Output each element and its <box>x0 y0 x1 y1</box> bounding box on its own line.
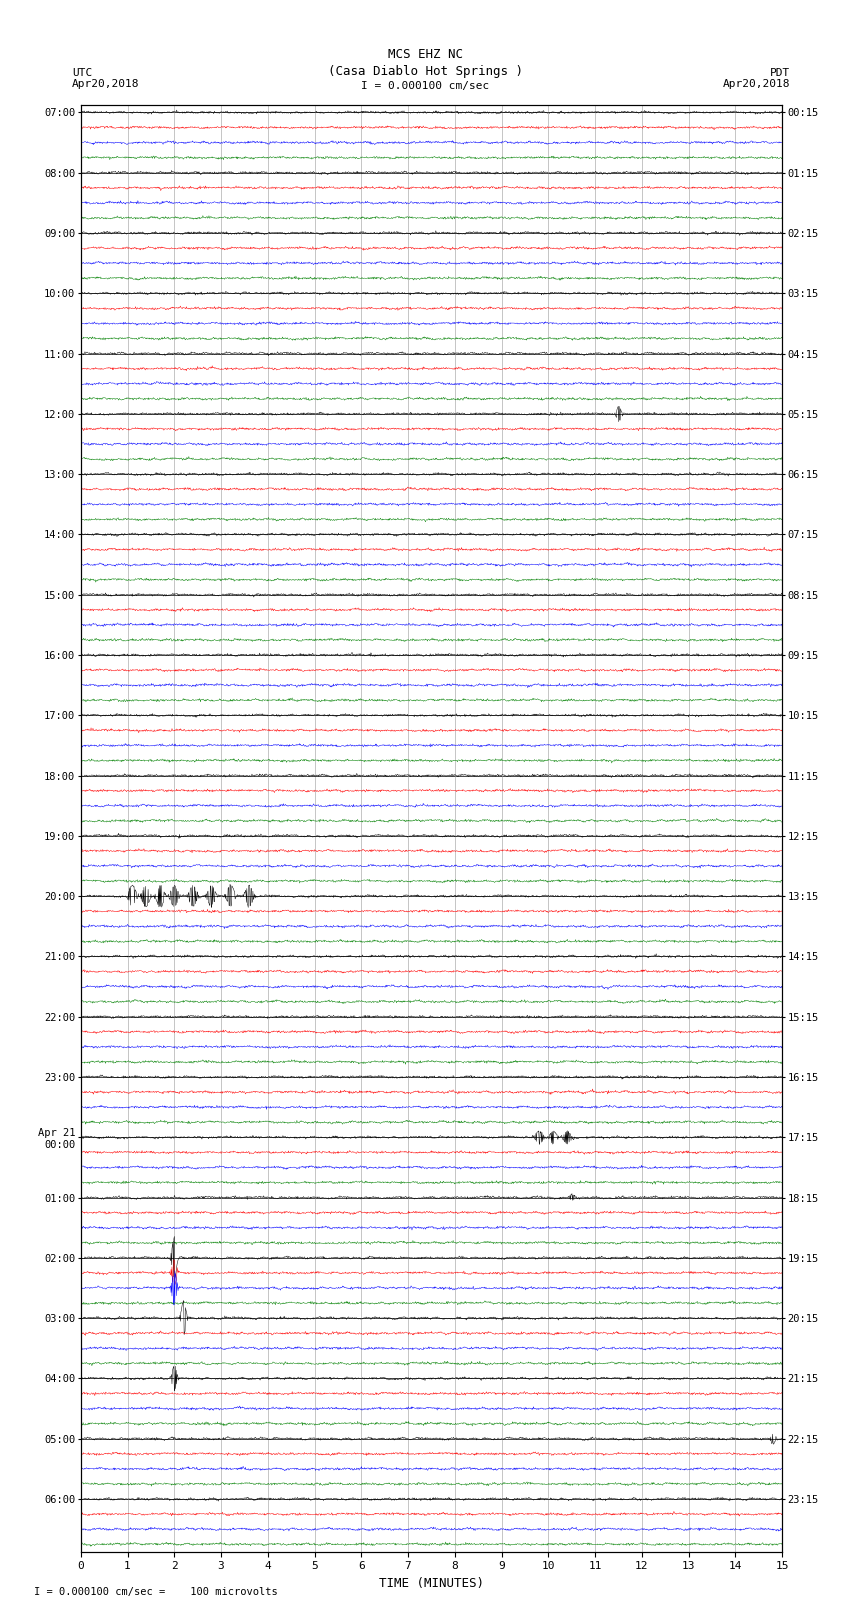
Text: I = 0.000100 cm/sec: I = 0.000100 cm/sec <box>361 81 489 90</box>
X-axis label: TIME (MINUTES): TIME (MINUTES) <box>379 1578 484 1590</box>
Text: UTC: UTC <box>72 68 93 77</box>
Text: PDT: PDT <box>770 68 790 77</box>
Text: Apr20,2018: Apr20,2018 <box>72 79 139 89</box>
Text: I = 0.000100 cm/sec =    100 microvolts: I = 0.000100 cm/sec = 100 microvolts <box>34 1587 278 1597</box>
Text: MCS EHZ NC: MCS EHZ NC <box>388 48 462 61</box>
Text: Apr20,2018: Apr20,2018 <box>723 79 791 89</box>
Text: (Casa Diablo Hot Springs ): (Casa Diablo Hot Springs ) <box>327 65 523 77</box>
